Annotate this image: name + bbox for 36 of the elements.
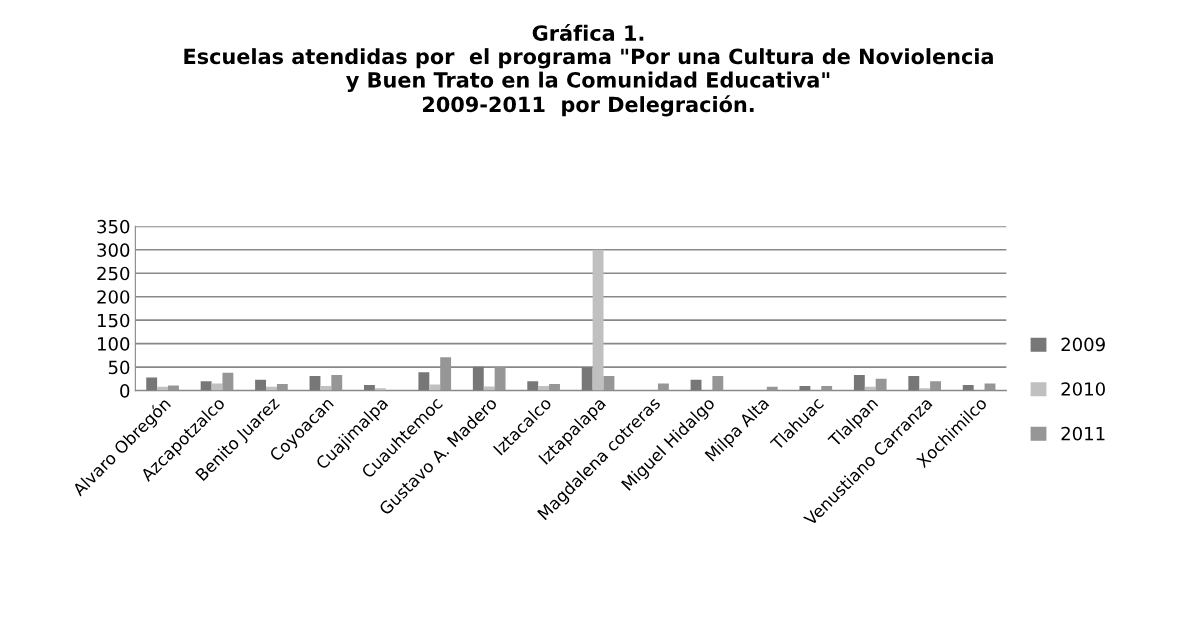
legend-label: 2009 <box>1061 337 1105 352</box>
y-tick-label: 300 <box>97 243 130 257</box>
bar <box>363 384 375 391</box>
y-tick-label: 150 <box>98 313 130 328</box>
chart-title: Gráfica 1. Escuelas atendidas por el programa "Por una Cultura de Noviolencia y Buen Trato en la Comunidad Educativa" 2009-2011 por Delegración. <box>184 23 993 117</box>
bar <box>853 375 865 391</box>
bar <box>592 249 604 391</box>
bar <box>581 367 593 391</box>
bar <box>875 378 887 391</box>
legend-label: 2011 <box>1061 426 1105 441</box>
bar <box>168 385 179 391</box>
y-tick-label: 250 <box>97 266 130 281</box>
bar <box>483 386 495 391</box>
y-tick-label: 0 <box>120 384 130 398</box>
bar <box>527 381 539 391</box>
bar <box>712 376 724 391</box>
bar <box>222 372 234 391</box>
y-tick-label: 100 <box>98 337 130 351</box>
bar <box>331 375 343 391</box>
bar <box>418 372 430 391</box>
bar <box>276 384 288 391</box>
bar <box>146 377 158 391</box>
legend-label: 2010 <box>1061 382 1105 396</box>
bar <box>255 379 266 391</box>
bar <box>494 366 506 391</box>
bar <box>962 384 974 391</box>
y-tick-label: 50 <box>108 360 130 375</box>
y-tick-label: 200 <box>97 290 130 304</box>
bar <box>429 384 441 391</box>
bar <box>200 381 212 391</box>
bar <box>908 376 920 391</box>
bar <box>472 366 484 391</box>
y-tick-label: 350 <box>97 219 130 234</box>
bar <box>549 384 560 391</box>
bar <box>440 357 452 391</box>
bar <box>930 381 942 391</box>
